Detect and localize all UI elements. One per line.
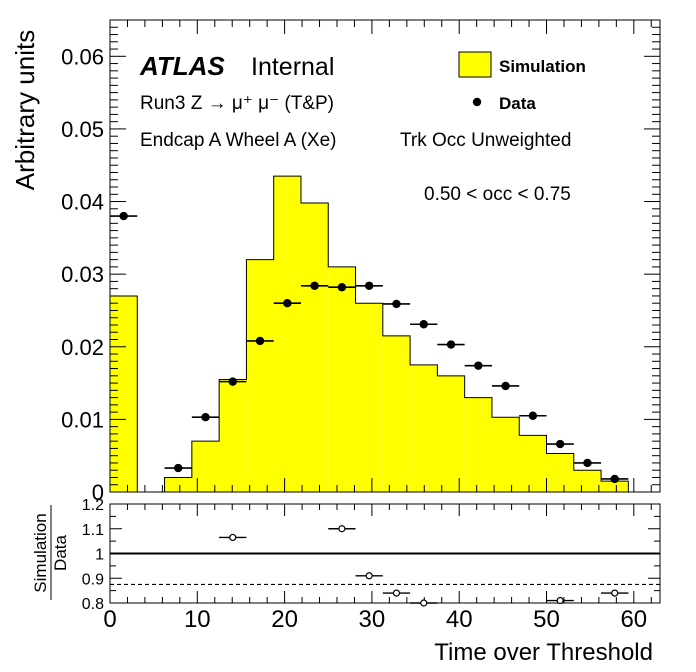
simulation-bar [110, 295, 138, 492]
ratio-point [611, 589, 619, 597]
main-y-axis-ticks: 0 0.01 0.02 0.03 0.04 0.05 0.06 [61, 19, 660, 505]
ratio-y-tick-label: 1.1 [82, 522, 104, 539]
ratio-points [219, 525, 629, 607]
data-point [419, 320, 428, 329]
simulation-bar [191, 441, 220, 492]
data-point [310, 281, 319, 290]
legend-data-label: Data [499, 94, 536, 113]
simulation-bar [546, 453, 574, 492]
ratio-y-axis-ticks: 0.8 0.9 1 1.1 1.2 [82, 497, 660, 613]
simulation-bar [300, 202, 329, 492]
ratio-y-tick-label: 1 [95, 547, 104, 564]
ratio-point [420, 599, 428, 607]
region-label: Endcap A Wheel A (Xe) [140, 130, 336, 151]
legend-simulation-swatch [458, 51, 492, 78]
y-axis-label: Arbitrary units [10, 30, 40, 190]
simulation-bar [601, 481, 629, 492]
simulation-bar [519, 435, 547, 492]
data-point [555, 439, 565, 449]
legend-data-marker [472, 97, 482, 107]
x-tick-label: 10 [184, 606, 211, 633]
main-y-tick-label: 0.04 [61, 190, 104, 215]
data-point [610, 474, 619, 484]
x-tick-label: 0 [103, 606, 116, 633]
ratio-y-tick-label: 1.2 [82, 497, 104, 514]
ratio-label-numerator: Simulation [31, 513, 50, 592]
x-axis-ticks: 0 10 20 30 40 50 60 [103, 606, 647, 633]
simulation-bar [491, 417, 520, 492]
x-tick-label: 40 [446, 606, 473, 633]
atlas-label: ATLAS [139, 51, 225, 81]
ratio-point [338, 525, 346, 533]
ratio-panel-frame [109, 503, 661, 604]
data-point [364, 281, 374, 290]
legend: Simulation Data [458, 51, 586, 113]
data-point [337, 283, 347, 292]
ratio-point [392, 589, 401, 597]
ratio-point [556, 596, 564, 605]
ratio-point [365, 572, 373, 580]
x-tick-label: 60 [620, 606, 647, 633]
simulation-bar [273, 176, 301, 492]
legend-simulation-label: Simulation [499, 57, 586, 76]
data-point [174, 463, 183, 473]
simulation-bar [355, 303, 383, 492]
ratio-point [229, 533, 237, 542]
data-point [583, 458, 592, 468]
ratio-label-denominator: Data [51, 535, 70, 571]
simulation-bar [437, 375, 465, 492]
internal-label: Internal [251, 53, 334, 81]
data-point [392, 299, 401, 309]
main-y-tick-label: 0.05 [61, 117, 104, 142]
simulation-bar [573, 470, 602, 492]
simulation-histogram [109, 175, 629, 493]
x-tick-label: 30 [359, 606, 386, 633]
data-point [474, 361, 483, 370]
data-point [228, 377, 237, 386]
occ-range-label: 0.50 < occ < 0.75 [424, 184, 571, 205]
simulation-bar [464, 397, 492, 492]
main-y-tick-label: 0 [92, 480, 104, 505]
main-y-tick-label: 0.03 [61, 262, 104, 287]
simulation-bar [382, 335, 411, 492]
data-point [283, 299, 292, 308]
data-point [501, 381, 510, 391]
data-point [528, 411, 538, 420]
data-points [110, 211, 629, 484]
simulation-bar [219, 379, 247, 492]
occupancy-mode-label: Trk Occ Unweighted [400, 130, 571, 151]
simulation-bar [246, 259, 274, 492]
main-frame-border [109, 19, 661, 493]
ratio-y-tick-label: 0.8 [82, 596, 104, 613]
x-axis-label: Time over Threshold [434, 639, 653, 666]
x-tick-label: 20 [271, 606, 298, 633]
x-tick-label: 50 [533, 606, 560, 633]
data-point [446, 340, 456, 349]
ratio-y-tick-label: 0.9 [82, 571, 104, 588]
data-point [119, 211, 128, 221]
main-y-tick-label: 0.01 [61, 407, 104, 432]
main-y-tick-label: 0.06 [61, 44, 104, 69]
data-point [201, 413, 210, 422]
data-point [255, 336, 265, 346]
run-label: Run3 Z → μ⁺ μ⁻ (T&P) [140, 93, 334, 114]
simulation-bar [164, 477, 192, 492]
simulation-bar [328, 266, 356, 492]
main-y-tick-label: 0.02 [61, 335, 104, 360]
simulation-bar [410, 364, 438, 492]
main-plot-frame [109, 19, 661, 493]
